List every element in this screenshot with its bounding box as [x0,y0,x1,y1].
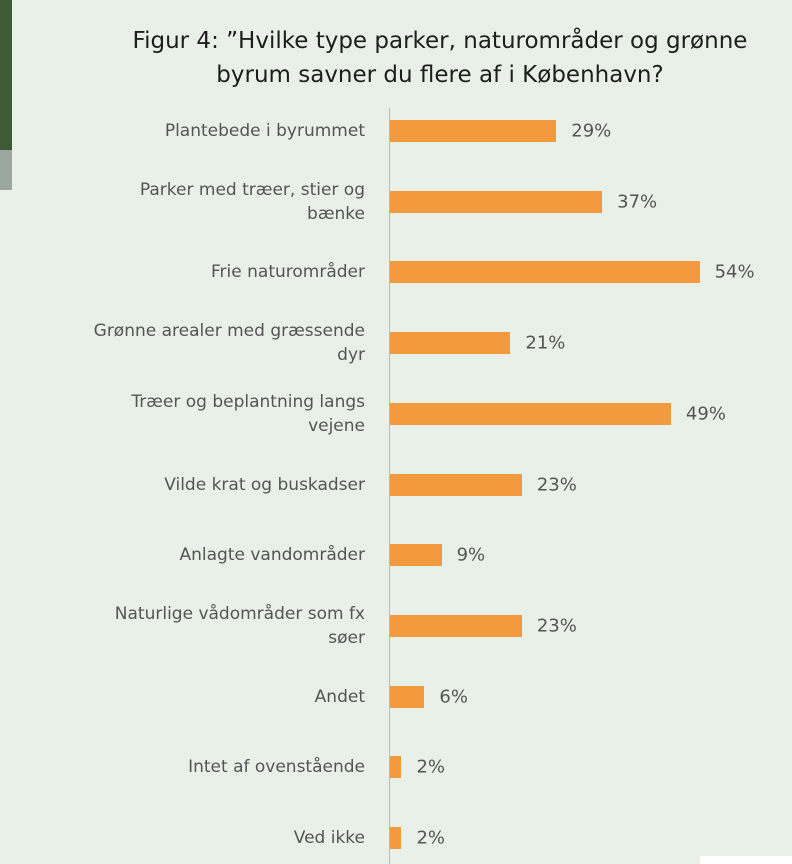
value-label: 29% [571,120,612,142]
value-label: 23% [536,615,577,637]
bar [390,473,522,496]
bar [390,756,402,779]
bar [390,685,425,708]
category-label: Grønne arealer med græssende dyr [93,321,365,366]
category-label: Intet af ovenstående [188,757,365,778]
category-label: Frie naturområder [211,262,365,283]
category-label: Vilde krat og buskadser [164,474,365,495]
value-label: 2% [416,756,446,778]
white-patch [700,856,792,864]
value-label: 9% [456,544,486,566]
value-label: 54% [714,261,755,283]
bar [390,827,402,849]
bar [390,332,511,355]
category-label: Træer og beplantning langs vejene [131,391,365,436]
photo-edge [0,150,12,190]
bar [390,190,603,213]
category-label: Plantebede i byrummet [164,121,365,141]
axis-line [389,108,390,864]
bar [390,261,700,284]
category-label: Anlagte vandområder [179,545,365,566]
bar [390,120,557,142]
chart-title: Figur 4: ”Hvilke type parker, naturområd… [132,28,748,88]
bar [390,614,522,637]
value-label: 2% [416,827,446,849]
value-label: 37% [617,191,658,213]
value-label: 6% [439,686,468,708]
photo-edge [0,0,12,150]
category-label: Andet [314,686,365,707]
value-label: 23% [536,474,577,495]
category-label: Ved ikke [293,828,365,848]
bar [390,402,671,425]
bar [390,544,442,567]
category-label: Naturlige vådområder som fx søer [114,603,365,648]
category-label: Parker med træer, stier og bænke [139,179,365,224]
value-label: 21% [525,332,566,354]
value-label: 49% [685,403,726,425]
